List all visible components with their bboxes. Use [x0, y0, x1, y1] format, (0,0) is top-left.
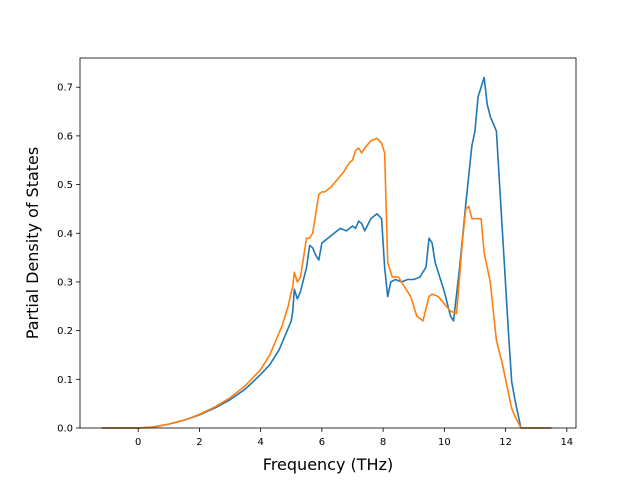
y-axis-label: Partial Density of States [23, 147, 42, 339]
ticks-layer: 0 2 4 6 8 10 12 14 0.0 0.1 0.2 0.3 0.4 0.5 0.6 0.7 [57, 83, 573, 448]
y-tick-label: 0.1 [57, 375, 73, 386]
x-axis-label: Frequency (THz) [263, 455, 393, 474]
y-tick-label: 0.6 [57, 131, 73, 142]
y-tick-label: 0.3 [57, 277, 73, 288]
x-tick-label: 12 [499, 437, 512, 448]
x-tick-label: 6 [319, 437, 325, 448]
series-line-1 [101, 76, 552, 429]
x-tick-label: 2 [196, 437, 202, 448]
x-tick-label: 8 [380, 437, 386, 448]
x-tick-label: 10 [438, 437, 451, 448]
y-tick-label: 0.4 [57, 229, 73, 240]
series-line-2 [101, 137, 552, 429]
y-tick-label: 0.0 [57, 424, 73, 435]
y-tick-label: 0.2 [57, 326, 73, 337]
x-tick-label: 4 [257, 437, 263, 448]
x-tick-label: 0 [135, 437, 141, 448]
series-layer [101, 76, 552, 429]
x-tick-label: 14 [560, 437, 573, 448]
y-tick-label: 0.7 [57, 83, 73, 94]
y-tick-label: 0.5 [57, 180, 73, 191]
plot-frame [79, 57, 577, 429]
